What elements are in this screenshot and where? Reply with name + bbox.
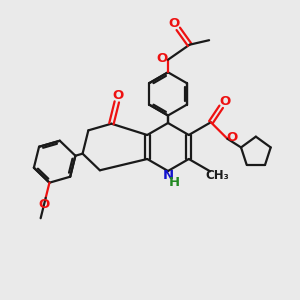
Text: H: H bbox=[169, 176, 180, 189]
Text: CH₃: CH₃ bbox=[206, 169, 229, 182]
Text: O: O bbox=[226, 131, 237, 144]
Text: N: N bbox=[162, 169, 174, 182]
Text: O: O bbox=[113, 89, 124, 102]
Text: O: O bbox=[156, 52, 167, 65]
Text: O: O bbox=[219, 95, 230, 108]
Text: O: O bbox=[169, 17, 180, 30]
Text: O: O bbox=[38, 198, 50, 211]
